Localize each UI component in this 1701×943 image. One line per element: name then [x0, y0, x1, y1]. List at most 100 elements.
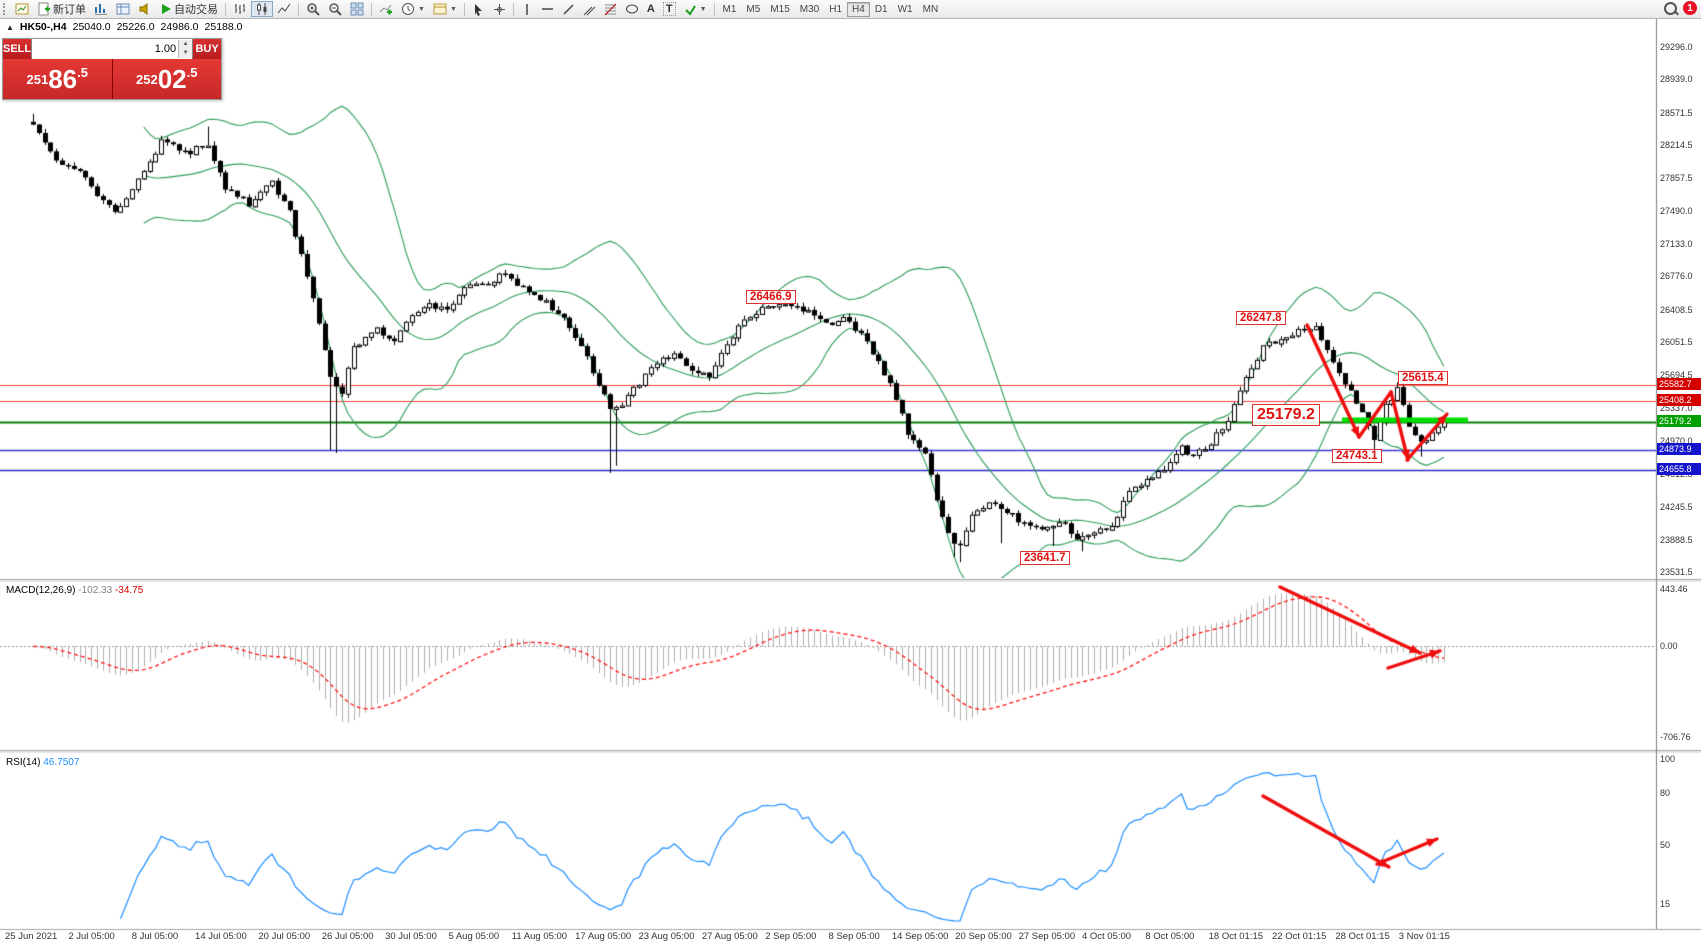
horizontal-line-tool-icon[interactable] [537, 1, 558, 17]
candlestick-chart-type-icon[interactable] [251, 1, 273, 17]
search-icon[interactable] [1664, 1, 1677, 15]
price-scale-label: 25337.0 [1660, 402, 1693, 413]
timeframe-m5[interactable]: M5 [741, 2, 765, 17]
price-scale-label: 24245.5 [1660, 502, 1693, 513]
buy-button[interactable]: BUY [193, 39, 221, 59]
new-order-button[interactable]: 新订单 [33, 1, 90, 17]
macd-signal-value: -34.75 [114, 585, 144, 596]
label-tool-label: T [662, 2, 676, 16]
timeframe-m15[interactable]: M15 [765, 2, 794, 17]
rsi-scale-label: 100 [1660, 754, 1676, 764]
line-chart-type-icon[interactable] [273, 1, 295, 17]
price-scale-label: 26051.5 [1660, 337, 1693, 348]
ohlc-high: 25226.0 [116, 21, 155, 33]
time-axis-label: 20 Sep 05:00 [955, 931, 1012, 942]
volume-input[interactable] [32, 43, 179, 55]
time-axis-label: 23 Aug 05:00 [638, 931, 695, 942]
time-axis-label: 25 Jun 2021 [5, 931, 58, 942]
timeframe-h1[interactable]: H1 [824, 2, 847, 17]
macd-scale-label: 0.00 [1660, 641, 1678, 652]
annotation-price-label[interactable]: 26466.9 [746, 290, 796, 304]
price-scale-label: 28939.0 [1660, 74, 1693, 85]
annotation-price-label[interactable]: 25179.2 [1252, 404, 1320, 426]
price-scale-label: 23888.5 [1660, 534, 1693, 545]
tile-windows-icon[interactable] [346, 1, 368, 17]
symbol-name: HK50-,H4 [19, 21, 67, 33]
time-axis-label: 27 Sep 05:00 [1018, 931, 1076, 942]
trendline-tool-icon[interactable] [558, 1, 579, 17]
annotation-price-label[interactable]: 25615.4 [1398, 371, 1448, 385]
ohlc-open: 25040.0 [72, 21, 111, 33]
buy-price-frac: .5 [186, 65, 198, 80]
rsi-scale-label: 50 [1660, 839, 1671, 850]
buy-price-big: 02 [157, 64, 187, 94]
time-axis-label: 27 Aug 05:00 [701, 931, 758, 942]
timeframe-w1[interactable]: W1 [893, 2, 918, 17]
time-axis-label: 5 Aug 05:00 [448, 931, 500, 942]
volume-field: ▲ ▼ [31, 39, 194, 59]
price-line-badge: 25179.2 [1657, 415, 1701, 427]
time-axis-label: 30 Jul 05:00 [385, 931, 437, 942]
zoom-out-icon[interactable] [324, 1, 346, 17]
page-plus-icon [38, 2, 50, 16]
timeframe-mn[interactable]: MN [918, 2, 944, 17]
timeframe-m1[interactable]: M1 [718, 2, 742, 17]
time-axis-label: 20 Jul 05:00 [258, 931, 311, 942]
label-tool-button[interactable]: T [659, 1, 680, 17]
buy-price-button[interactable]: 252 02.5 [113, 59, 222, 99]
price-scale-label: 28571.5 [1660, 107, 1693, 118]
time-axis-label: 2 Jul 05:00 [68, 931, 115, 942]
templates-icon[interactable]: ▼ [429, 1, 461, 17]
annotation-price-label[interactable]: 26247.8 [1236, 311, 1286, 325]
play-icon [162, 4, 171, 14]
sell-price-frac: .5 [77, 65, 88, 80]
volume-decrease-button[interactable]: ▼ [179, 49, 193, 58]
arrows-tool-icon[interactable]: ▼ [680, 1, 711, 17]
vertical-line-tool-icon[interactable] [517, 1, 537, 17]
panel-collapse-icon[interactable]: ▲ [6, 22, 14, 32]
notification-badge[interactable]: 1 [1683, 1, 1697, 15]
crosshair-icon[interactable] [489, 1, 510, 17]
timeframe-m30[interactable]: M30 [795, 2, 824, 17]
time-axis-label: 17 Aug 05:00 [575, 931, 632, 942]
annotation-price-label[interactable]: 23641.7 [1020, 551, 1070, 565]
timeframe-h4[interactable]: H4 [847, 1, 870, 17]
bar-chart-type-icon[interactable] [229, 1, 251, 17]
time-axis-label: 8 Oct 05:00 [1145, 931, 1195, 942]
time-axis-label: 4 Oct 05:00 [1081, 931, 1132, 942]
market-watch-icon[interactable] [90, 1, 112, 17]
data-window-icon[interactable] [112, 1, 134, 17]
fibonacci-tool-icon[interactable] [600, 1, 621, 17]
timeframe-d1[interactable]: D1 [870, 2, 893, 17]
indicators-add-icon[interactable] [375, 1, 397, 17]
channel-tool-icon[interactable] [579, 1, 600, 17]
sell-price-button[interactable]: 251 86.5 [3, 59, 112, 99]
ellipse-tool-icon[interactable] [621, 1, 643, 17]
volume-increase-button[interactable]: ▲ [179, 40, 193, 49]
zoom-in-icon[interactable] [302, 1, 324, 17]
macd-scale-label: 443.46 [1660, 584, 1688, 595]
price-line-badge: 24655.8 [1657, 462, 1701, 475]
time-axis-label: 8 Sep 05:00 [828, 931, 880, 942]
text-tool-button[interactable]: A [643, 1, 659, 17]
periods-clock-icon[interactable]: ▼ [397, 1, 429, 17]
macd-main-value: -102.33 [78, 585, 113, 596]
price-scale-label: 26408.5 [1660, 304, 1693, 315]
cursor-icon[interactable] [468, 1, 489, 17]
sell-button[interactable]: SELL [3, 39, 32, 59]
alerts-icon[interactable] [134, 1, 156, 17]
price-scale-label: 27133.0 [1660, 238, 1693, 249]
rsi-scale-label: 80 [1660, 788, 1671, 799]
ohlc-low: 24986.0 [160, 21, 199, 33]
auto-trading-button[interactable]: 自动交易 [156, 1, 222, 17]
sell-price-big: 86 [48, 64, 78, 94]
chart-window-icon[interactable] [11, 1, 33, 17]
toolbar-grip[interactable] [3, 3, 8, 15]
rsi-scale-label: 15 [1660, 899, 1671, 910]
annotation-price-label[interactable]: 24743.1 [1332, 449, 1382, 463]
auto-trading-label: 自动交易 [174, 4, 218, 16]
